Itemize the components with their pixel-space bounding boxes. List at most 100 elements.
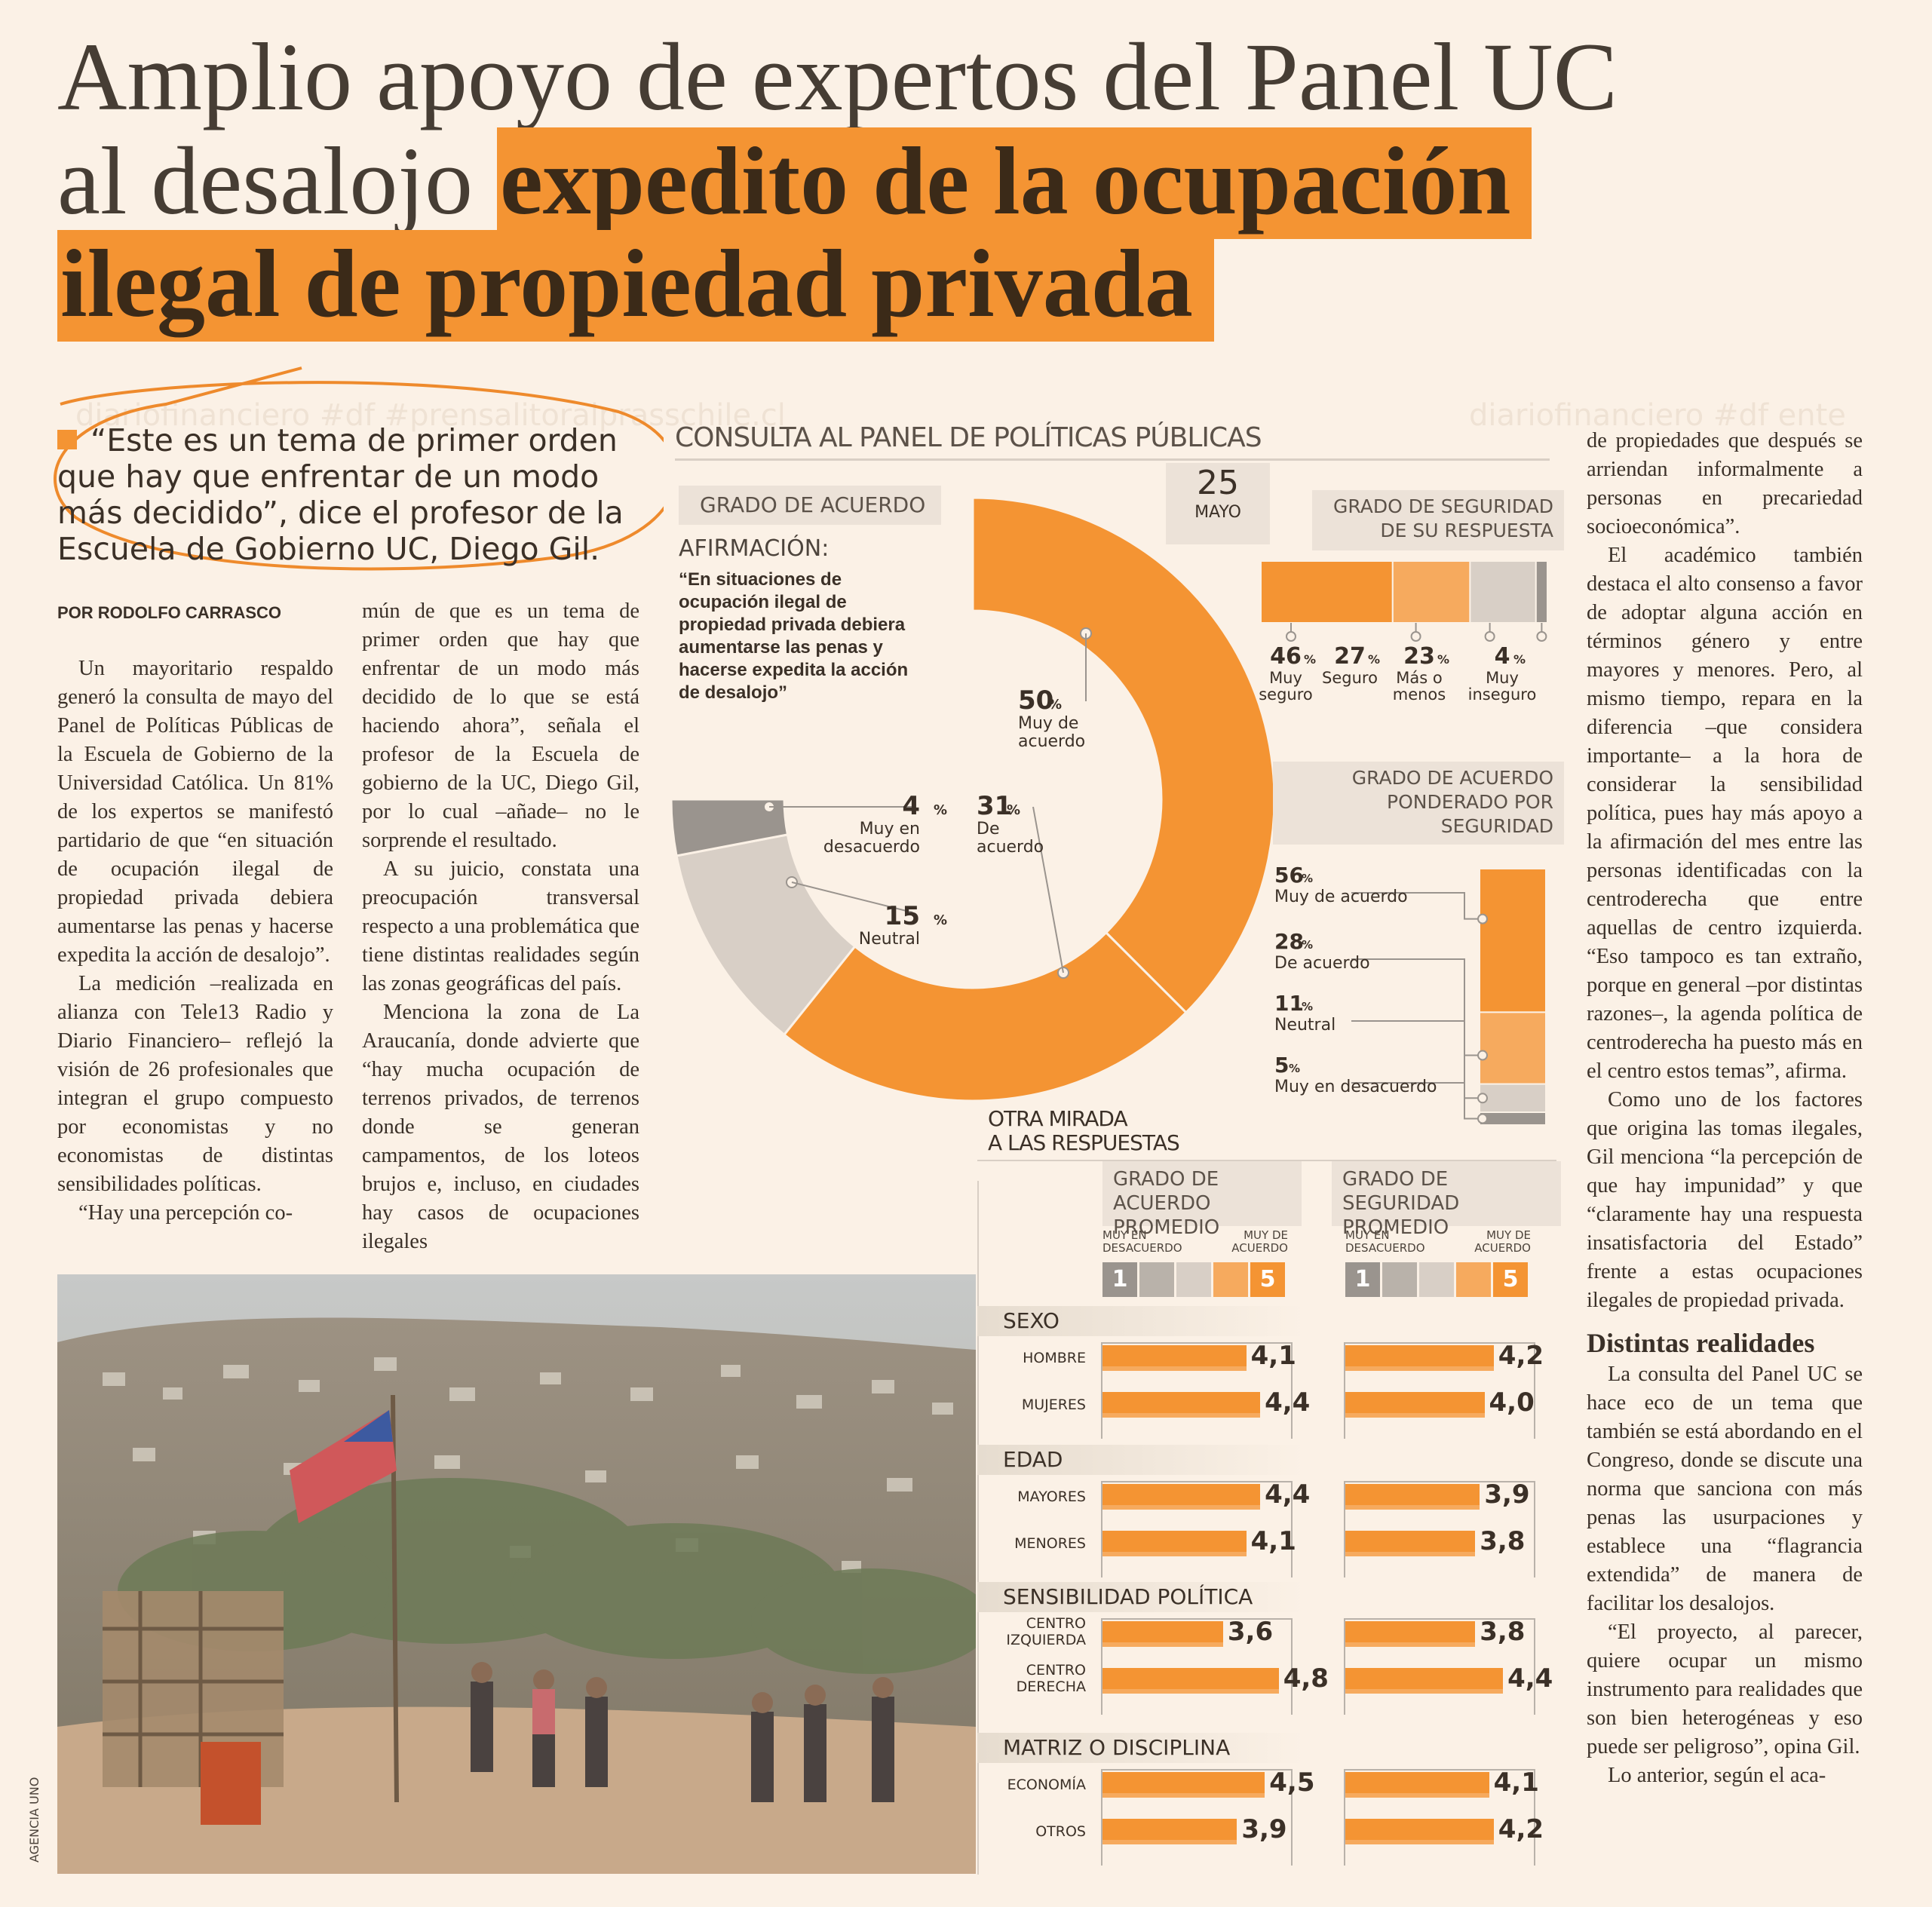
donut-category-label: acuerdo [1018,732,1085,751]
article-column-2: mún de que es un tema de primer orden qu… [362,597,639,1256]
leader-dot [1286,631,1296,642]
scale-swatch [1456,1262,1491,1297]
seguridad-pct: 46 [1270,643,1302,670]
bar-frame [1101,1769,1293,1866]
seguridad-value: 3,9 [1484,1479,1530,1510]
acuerdo-bar [1102,1531,1247,1556]
scale-swatch [1382,1262,1417,1297]
scale-min: 1 [1102,1262,1137,1297]
seguridad-value: 3,8 [1480,1526,1526,1556]
seguridad-category: Muy [1486,669,1519,687]
seguridad-category: Muy [1269,669,1302,687]
scale-high-label: MUY DE ACUERDO [1474,1229,1531,1255]
acuerdo-value: 4,1 [1250,1341,1296,1371]
otra-mirada-line-2: A LAS RESPUESTAS [988,1130,1180,1155]
subhead: Distintas realidades [1587,1328,1815,1358]
afirmacion-text: “En situaciones de ocupación ilegal de p… [679,569,909,703]
seguridad-category: Seguro [1322,669,1378,687]
bar-frame [1344,1481,1535,1577]
seguridad-bar [1345,1392,1485,1418]
scale-low-1: MUY EN [1345,1228,1390,1242]
acuerdo-value: 3,6 [1227,1617,1274,1647]
leader-line [1351,1082,1483,1120]
row-label-line: CENTRO [1026,1662,1086,1679]
section-header: MATRIZ O DISCIPLINA [977,1733,1305,1763]
seguridad-bar [1345,1345,1494,1371]
donut-category-label: desacuerdo [823,838,920,857]
bar-frame [1344,1342,1535,1439]
seguridad-bar [1345,1484,1480,1510]
quote-square-icon [57,430,77,449]
ponderado-category: Neutral [1274,1016,1336,1035]
pull-quote-text: “Este es un tema de primer orden que hay… [57,422,624,567]
paragraph: “El proyecto, al parecer, quiere ocupar … [1587,1620,1863,1758]
afirmacion-label: AFIRMACIÓN: [679,535,830,562]
otra-mirada-label: OTRA MIRADA A LAS RESPUESTAS [988,1107,1180,1155]
paragraph: La consulta del Panel UC se hace eco de … [1587,1363,1863,1615]
scale-low-label: MUY EN DESACUERDO [1345,1229,1425,1255]
photo-credit: AGENCIA UNO [27,1777,41,1863]
seguridad-promedio-line-1: GRADO DE SEGURIDAD [1342,1168,1460,1215]
acuerdo-value: 4,1 [1250,1526,1296,1556]
seguridad-bar-segment [1535,560,1548,624]
leader-dot [1477,1113,1488,1124]
seguridad-bar [1345,1819,1494,1844]
ponderado-bar-segment [1479,1011,1547,1085]
row-label: CENTRO IZQUIERDA [980,1615,1086,1648]
seguridad-pct: 27 [1334,643,1366,670]
row-label-line: MUJERES [1021,1397,1086,1413]
section-header: SEXO [977,1306,1305,1336]
donut-slice-0 [971,496,1276,1014]
seguridad-tag: GRADO DE SEGURIDAD DE SU RESPUESTA [1312,490,1564,550]
headline-line-2-highlight: expedito de la ocupación [496,127,1532,239]
pct-sign: % [1289,1062,1300,1075]
pct-sign: % [1302,872,1313,885]
pull-quote: “Este es un tema de primer orden que hay… [57,422,630,567]
seguridad-bar [1345,1668,1504,1694]
article-column-3: de propiedades que después se arriendan … [1587,427,1863,1790]
ponderado-category: De acuerdo [1274,954,1370,973]
donut-pct-value: 31 [977,791,1012,821]
scale-low-label: MUY EN DESACUERDO [1102,1229,1182,1255]
donut-slice-3 [670,798,790,857]
scale-high-1: MUY DE [1486,1228,1531,1242]
pct-sign: % [934,912,947,928]
pct-sign: % [934,802,947,818]
pct-sign: % [1368,652,1380,667]
scale-low-1: MUY EN [1102,1228,1147,1242]
paragraph: Lo anterior, según el aca- [1608,1764,1826,1787]
headline-line-2-plain: al desalojo [57,127,473,235]
scale-high-2: ACUERDO [1474,1241,1531,1255]
photo-illustration [57,1274,976,1874]
seguridad-bar-segment [1391,560,1471,624]
scale-low-2: DESACUERDO [1102,1241,1182,1255]
scale-high-label: MUY DE ACUERDO [1231,1229,1288,1255]
photo [57,1274,976,1874]
seguridad-pct: 4 [1495,643,1510,670]
donut-pct-value: 50 [1018,685,1053,716]
seguridad-pct: 23 [1403,643,1435,670]
seguridad-bar-segment [1469,560,1537,624]
section-header: EDAD [977,1445,1305,1475]
ponderado-bar-segment [1479,1111,1547,1126]
ponderado-label-1: 28% De acuerdo [1274,929,1488,1061]
bar-frame [1101,1618,1293,1715]
ponderado-pct: 56 [1274,863,1304,888]
grado-acuerdo-tag: GRADO DE ACUERDO [679,486,941,525]
ponderado-pct: 5 [1274,1053,1289,1078]
headline-line-1: Amplio apoyo de expertos del Panel UC [57,23,1618,130]
row-label-line: IZQUIERDA [1006,1632,1086,1648]
row-label-line: MAYORES [1017,1489,1086,1505]
leader-dot [1484,631,1495,642]
seguridad-label-1: 27 % Seguro [1322,623,1421,687]
ponderado-tag-line-2: PONDERADO POR [1387,791,1553,813]
seguridad-value: 4,4 [1507,1663,1553,1694]
row-label: MENORES [980,1535,1086,1552]
pct-sign: % [1437,652,1449,667]
paragraph: de propiedades que después se arriendan … [1587,429,1863,538]
paragraph: A su juicio, constata una preocupación t… [362,857,639,995]
